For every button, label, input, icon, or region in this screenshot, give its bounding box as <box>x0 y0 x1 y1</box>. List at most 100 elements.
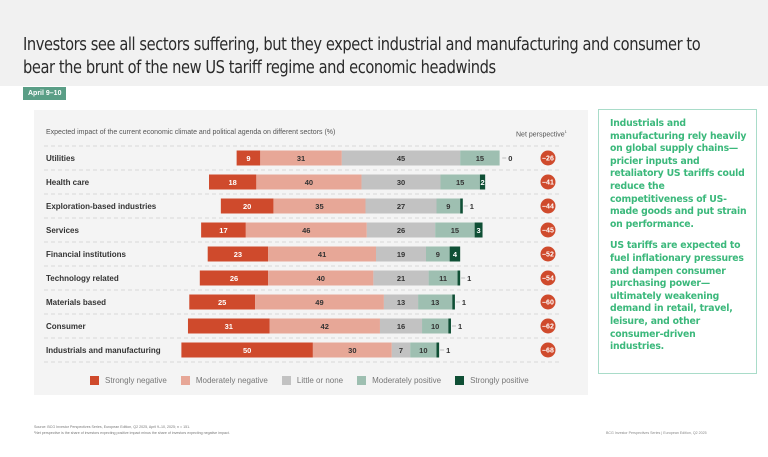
bar-segment-strongly-positive <box>474 222 483 238</box>
net-perspective-value: –54 <box>542 276 554 283</box>
bar-segment-moderately-positive <box>418 294 453 310</box>
legend-item: Moderately negative <box>180 375 268 385</box>
data-label: 31 <box>225 322 233 331</box>
data-label: 1 <box>446 346 450 355</box>
data-label: 42 <box>321 322 329 331</box>
bar-segment-moderately-negative <box>260 150 342 166</box>
header-band <box>0 0 768 86</box>
legend-swatch <box>180 375 190 385</box>
bar-segment-strongly-negative <box>181 342 313 358</box>
category-label: Financial institutions <box>46 250 127 259</box>
bar-segment-little-or-none <box>341 150 461 166</box>
data-label: 13 <box>431 298 439 307</box>
data-label: 2 <box>480 178 484 187</box>
data-label: 49 <box>315 298 323 307</box>
category-label: Materials based <box>46 298 106 307</box>
bar-segment-strongly-positive <box>449 246 461 262</box>
data-label: 1 <box>470 202 474 211</box>
net-perspective-badge <box>540 342 556 358</box>
bar-segment-strongly-negative <box>209 174 257 190</box>
category-label: Health care <box>46 178 90 187</box>
net-perspective-badge <box>540 174 556 190</box>
net-perspective-badge <box>540 198 556 214</box>
data-label: 3 <box>476 226 480 235</box>
data-label: 30 <box>348 346 356 355</box>
data-label: 10 <box>431 322 439 331</box>
chart-legend: Strongly negative Moderately negative Litt… <box>90 374 543 386</box>
data-label: 7 <box>399 346 403 355</box>
category-label: Exploration-based industries <box>46 202 157 211</box>
data-label: 20 <box>243 202 251 211</box>
data-label: 40 <box>305 178 313 187</box>
net-perspective-value: –68 <box>542 348 554 355</box>
bar-segment-moderately-negative <box>255 294 384 310</box>
bar-segment-strongly-negative <box>220 198 274 214</box>
bar-segment-moderately-negative <box>273 198 366 214</box>
page-title: Investors see all sectors suffering, but… <box>23 35 701 78</box>
bar-segment-moderately-positive <box>425 246 450 262</box>
net-perspective-badge <box>540 294 556 310</box>
callout-paragraph-1: Industrials and manufacturing rely heavi… <box>610 118 747 230</box>
bar-segment-moderately-negative <box>245 222 367 238</box>
data-label: 23 <box>234 250 242 259</box>
data-label: 19 <box>397 250 405 259</box>
data-label: 9 <box>446 202 450 211</box>
bar-segment-little-or-none <box>376 246 426 262</box>
net-perspective-value: –26 <box>542 156 554 163</box>
chart-title: Expected impact of the current economic … <box>46 129 336 136</box>
data-label: 25 <box>218 298 226 307</box>
source-note: Source: BCG Investor Perspectives Series… <box>34 425 191 429</box>
data-label: 31 <box>297 154 305 163</box>
net-perspective-value: –41 <box>542 180 554 187</box>
data-label: 15 <box>476 154 484 163</box>
bar-segment-strongly-negative <box>187 318 270 334</box>
data-label: 1 <box>462 298 466 307</box>
data-label: 21 <box>397 274 405 283</box>
data-label: 18 <box>229 178 237 187</box>
net-perspective-value: –44 <box>542 204 554 211</box>
category-label: Technology related <box>46 274 119 283</box>
data-label: 11 <box>439 274 447 283</box>
data-label: 16 <box>397 322 405 331</box>
data-label: 17 <box>219 226 227 235</box>
bar-segment-moderately-positive <box>436 198 461 214</box>
data-label: 45 <box>397 154 405 163</box>
data-label: 15 <box>451 226 459 235</box>
bar-segment-little-or-none <box>391 342 411 358</box>
bar-segment-moderately-positive <box>440 174 480 190</box>
legend-swatch <box>357 375 367 385</box>
bar-segment-moderately-negative <box>268 270 374 286</box>
legend-label: Strongly negative <box>105 375 167 385</box>
footnote-mark: 1 <box>564 129 567 134</box>
data-label: 26 <box>230 274 238 283</box>
footnote: Source: BCG Investor Perspectives Series… <box>34 425 230 436</box>
legend-item: Moderately positive <box>357 375 442 385</box>
date-badge: April 9–10 <box>23 87 67 100</box>
bar-segment-little-or-none <box>379 318 423 334</box>
data-label: 1 <box>458 322 462 331</box>
bar-segment-moderately-negative <box>268 246 377 262</box>
data-label: 9 <box>246 154 250 163</box>
bar-segment-little-or-none <box>361 174 441 190</box>
bar-segment-little-or-none <box>373 270 429 286</box>
data-label: 40 <box>317 274 325 283</box>
legend-label: Strongly positive <box>470 375 529 385</box>
legend-item: Strongly positive <box>455 375 529 385</box>
net-perspective-label: Net perspective <box>516 131 565 139</box>
data-label: 35 <box>315 202 323 211</box>
bar-segment-strongly-negative <box>236 150 261 166</box>
data-label: 50 <box>243 346 251 355</box>
bar-segment-strongly-positive <box>436 342 440 358</box>
bar-segment-little-or-none <box>366 222 436 238</box>
bar-segment-strongly-positive <box>479 174 486 190</box>
net-perspective-badge <box>540 270 556 286</box>
legend-swatch <box>281 375 291 385</box>
legend-swatch <box>90 375 99 385</box>
bar-segment-strongly-negative <box>199 270 269 286</box>
net-perspective-badge <box>540 318 556 334</box>
data-label: 10 <box>419 346 427 355</box>
data-label: 4 <box>453 250 458 259</box>
category-label: Services <box>46 226 79 235</box>
legend-label: Moderately positive <box>372 375 442 385</box>
